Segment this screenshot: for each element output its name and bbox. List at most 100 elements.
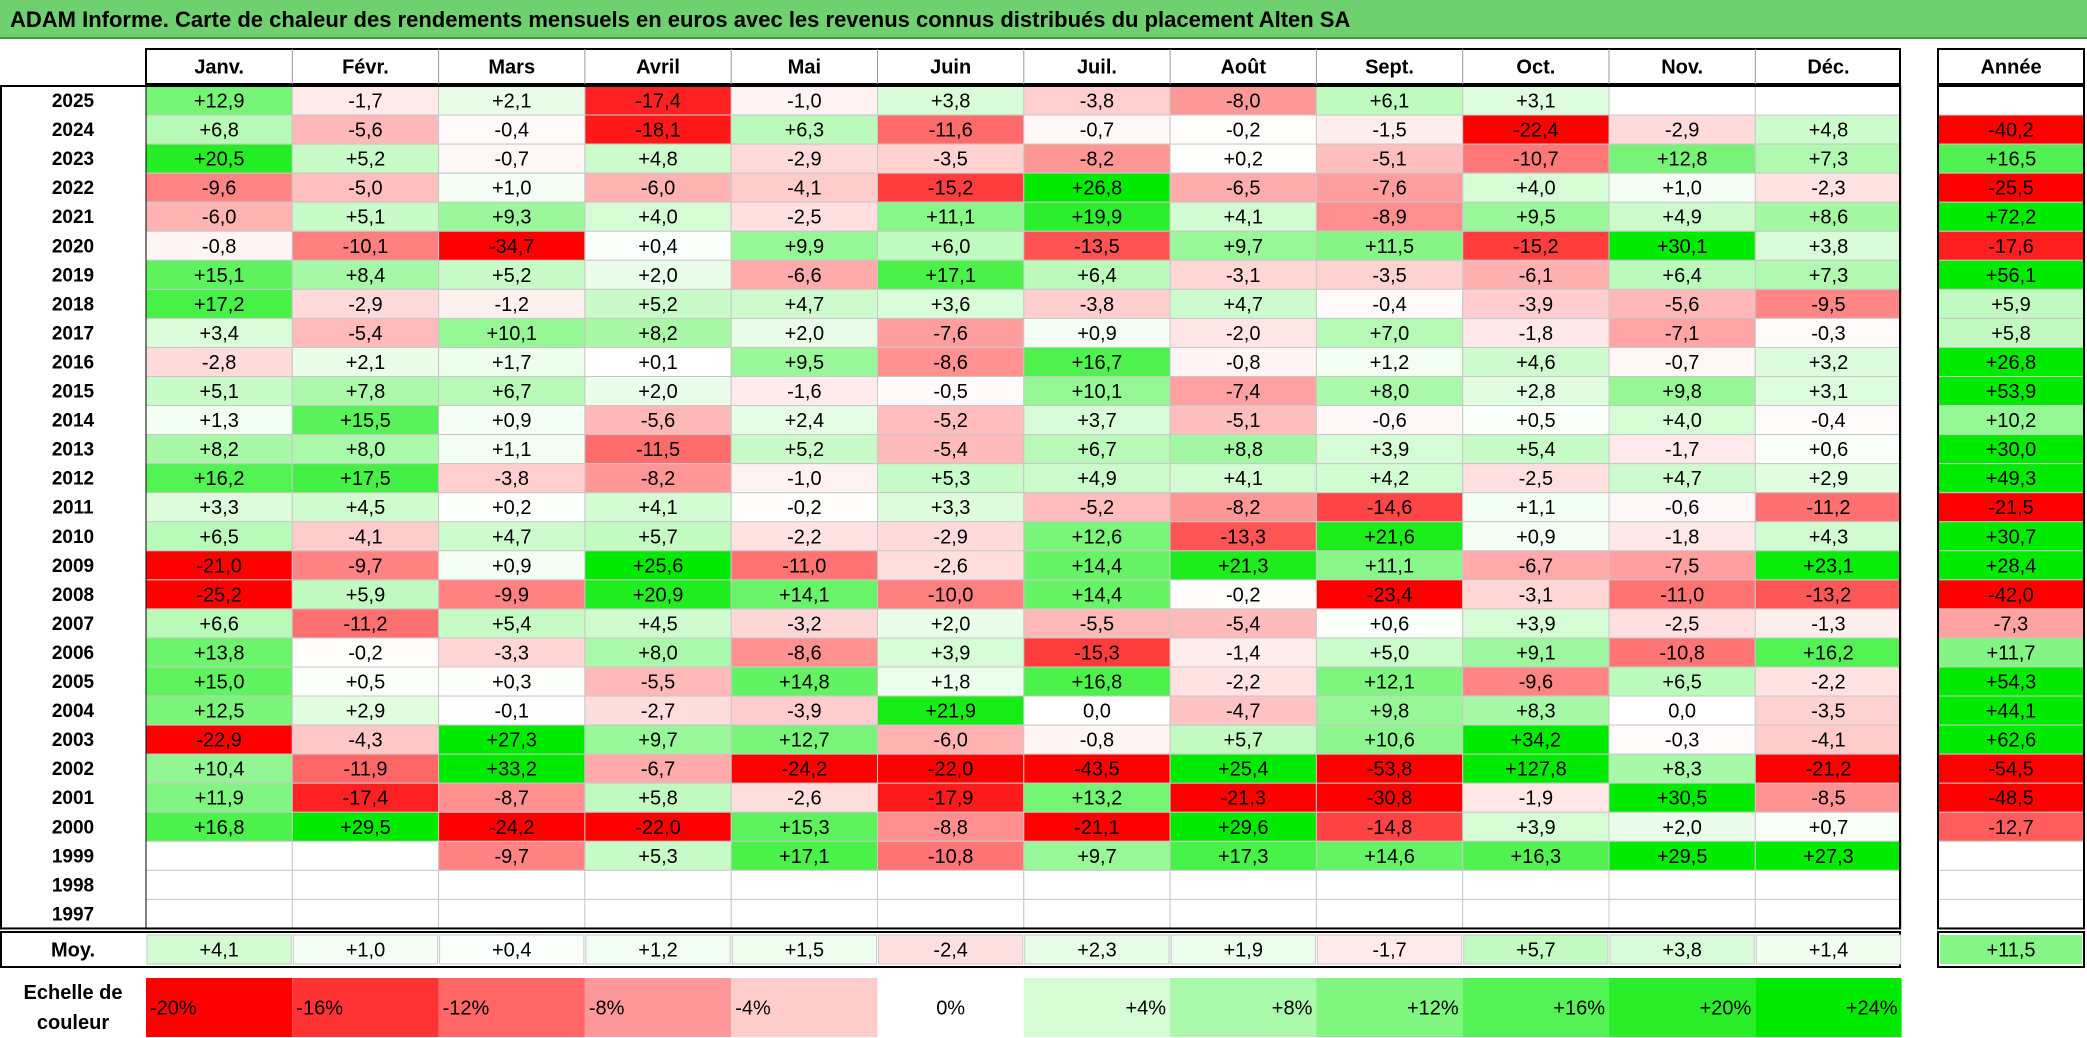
cell-value: +15,3	[779, 817, 830, 839]
cell-value: -8,7	[495, 788, 529, 810]
average-annual-cell	[1940, 935, 2082, 964]
heatmap-cell	[1023, 898, 1171, 929]
heatmap-cell	[1023, 869, 1171, 900]
heatmap-cell	[877, 840, 1025, 871]
year-label: 2019	[52, 265, 94, 286]
cell-value: -11,9	[343, 759, 387, 781]
heatmap-cell	[1023, 201, 1171, 232]
average-cell	[731, 934, 878, 965]
month-header-9: Sept.	[1365, 57, 1414, 79]
heatmap-cell	[1608, 492, 1756, 523]
cell-value: +6,5	[199, 526, 238, 548]
heatmap-cell	[1608, 259, 1756, 290]
annual-value: +62,6	[1986, 730, 2037, 752]
cell-value: +33,2	[486, 759, 537, 781]
heatmap-cell	[730, 869, 879, 900]
year-label: 2007	[52, 614, 94, 635]
heatmap-cell	[1754, 317, 1903, 348]
heatmap-cell	[1754, 869, 1903, 900]
heatmap-cell	[1462, 463, 1610, 494]
cell-value: +20,9	[633, 584, 684, 606]
cell-value: +5,7	[1224, 730, 1263, 752]
heatmap-cell	[1462, 230, 1610, 261]
heatmap-cell	[1462, 346, 1610, 378]
heatmap-cell	[438, 288, 586, 319]
year-label: 2005	[52, 672, 95, 693]
heatmap-cell	[291, 898, 440, 929]
cell-value: -21,3	[1220, 788, 1266, 810]
heatmap-cell	[438, 869, 586, 900]
cell-value: -1,2	[495, 294, 529, 316]
heatmap-cell	[584, 492, 732, 523]
cell-value: +3,9	[1516, 817, 1555, 839]
annual-header-frame	[1937, 48, 2085, 85]
cell-value: +4,5	[638, 613, 677, 635]
cell-value: -3,2	[787, 613, 821, 635]
cell-value: +8,3	[1516, 701, 1555, 723]
cell-value: -13,2	[1806, 584, 1852, 606]
annual-cell	[1937, 492, 2085, 523]
cell-value: +2,0	[785, 323, 824, 345]
cell-value: -11,0	[1660, 584, 1704, 606]
heatmap-cell	[438, 608, 586, 639]
annual-cell	[1937, 521, 2085, 552]
cell-value: -11,5	[636, 439, 680, 461]
heatmap-cell	[145, 230, 293, 261]
cell-value: +8,8	[1224, 439, 1263, 461]
heatmap-cell	[291, 550, 440, 581]
heatmap-cell	[1315, 550, 1464, 581]
heatmap-cell	[584, 259, 732, 290]
heatmap-cell	[1315, 317, 1464, 348]
cell-value: -8,5	[1811, 788, 1845, 810]
heatmap-cell	[584, 579, 732, 610]
cell-value: +17,1	[779, 846, 830, 868]
heatmap-cell	[1023, 405, 1171, 436]
cell-value: -1,8	[1665, 526, 1699, 548]
year-label: 2023	[52, 149, 94, 170]
cell-value: -14,8	[1367, 817, 1413, 839]
heatmap-cell	[438, 666, 586, 697]
heatmap-cell	[1023, 376, 1171, 407]
heatmap-cell	[877, 230, 1025, 261]
cell-value: -2,9	[933, 526, 967, 548]
cell-value: +3,9	[1516, 613, 1555, 635]
cell-value: +10,4	[194, 759, 245, 781]
cell-value: -10,8	[1659, 642, 1705, 664]
cell-value: +9,7	[638, 730, 677, 752]
cell-value: -0,2	[1226, 120, 1260, 142]
cell-value: +0,1	[638, 352, 677, 374]
cell-value: +1,1	[492, 439, 531, 461]
cell-value: -2,5	[1665, 613, 1699, 635]
cell-value: +27,3	[1803, 846, 1854, 868]
cell-value: -5,5	[1080, 613, 1114, 635]
heatmap-cell	[1462, 869, 1610, 900]
cell-value: +9,5	[1516, 207, 1555, 229]
cell-value: -0,2	[348, 642, 382, 664]
heatmap-cell	[730, 85, 879, 116]
annual-value: +72,2	[1986, 207, 2037, 229]
cell-value: -3,1	[1519, 584, 1553, 606]
cell-value: +4,8	[638, 149, 677, 171]
month-header-1: Janv.	[194, 57, 244, 79]
cell-value: -3,9	[1519, 294, 1553, 316]
heatmap-cell	[1462, 724, 1610, 755]
cell-value: +10,6	[1364, 730, 1415, 752]
cell-value: -15,3	[1074, 642, 1120, 664]
heatmap-cell	[438, 114, 586, 145]
cell-value: -4,1	[787, 178, 821, 200]
cell-value: -3,1	[1226, 265, 1260, 287]
average-value: +4,1	[199, 940, 238, 962]
cell-value: -1,8	[1519, 323, 1553, 345]
cell-value: -9,9	[495, 584, 529, 606]
cell-value: +3,7	[1077, 410, 1116, 432]
heatmap-cell	[877, 811, 1025, 842]
cell-value: +20,5	[194, 149, 245, 171]
annual-value: +5,9	[1991, 294, 2030, 316]
cell-value: +8,2	[199, 439, 238, 461]
cell-value: -8,2	[1080, 149, 1114, 171]
year-label: 2018	[52, 294, 94, 315]
cell-value: +16,8	[1072, 672, 1123, 694]
year-label: 2011	[52, 498, 94, 519]
heatmap-cell	[1023, 259, 1171, 290]
cell-value: +6,4	[1662, 265, 1701, 287]
